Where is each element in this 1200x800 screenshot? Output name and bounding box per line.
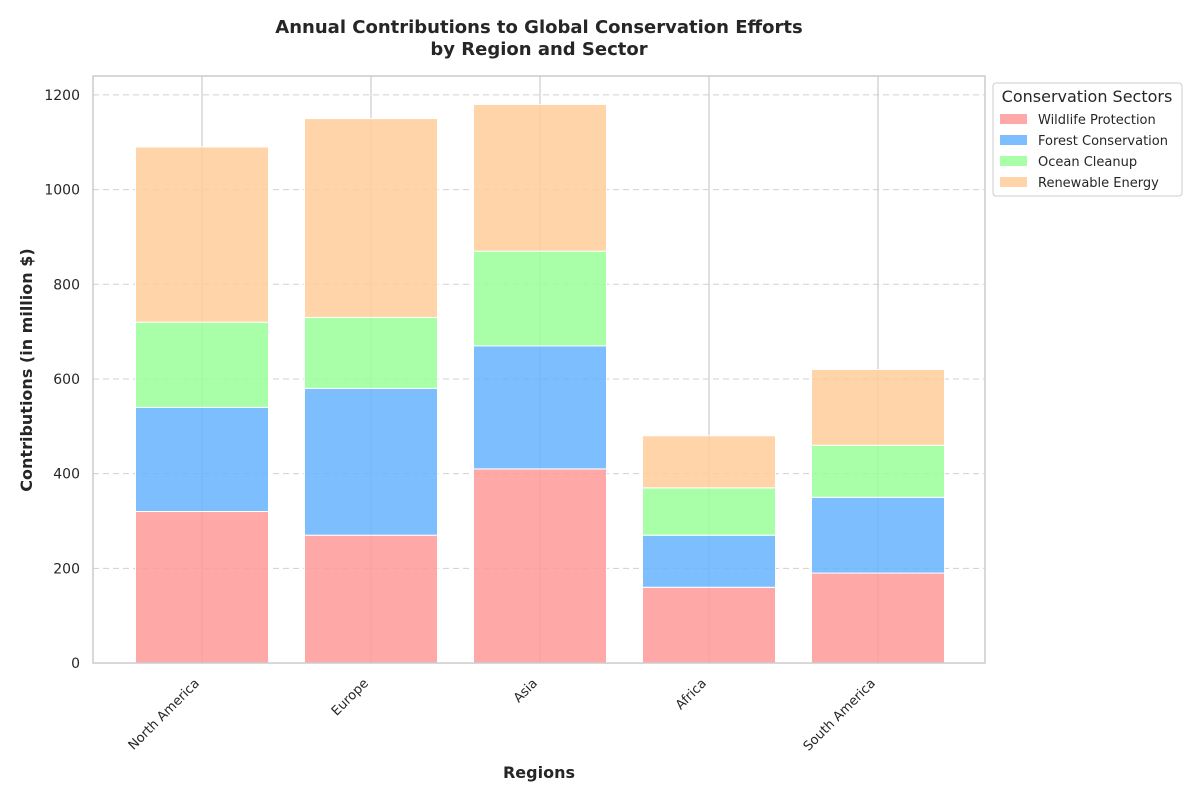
chart-title-line2: by Region and Sector [430,39,647,60]
legend-label: Forest Conservation [1038,134,1168,149]
legend-items: Wildlife Protection Forest Conservation Oc… [1000,113,1168,191]
bar-segment [473,103,607,252]
legend-label: Wildlife Protection [1038,113,1156,128]
bar-segment [642,487,776,536]
bar-segment [642,435,776,489]
y-tick-label: 600 [53,372,80,388]
bar-segment [135,511,269,664]
legend: Conservation Sectors Wildlife Protection… [992,82,1183,197]
bar-segment [473,250,607,347]
legend-swatch [1000,177,1027,187]
y-tick-label: 400 [53,467,80,483]
bar-segment [642,534,776,588]
bar-segment [304,534,438,664]
y-tick-label: 800 [53,277,80,293]
legend-label: Renewable Energy [1038,176,1159,191]
bar-segment [811,496,945,574]
legend-swatch [1000,135,1027,145]
y-tick-labels: 0 200 400 600 800 1000 1200 [44,88,80,672]
chart-title-line1: Annual Contributions to Global Conservat… [275,17,802,38]
plot-frame [92,75,986,664]
bar-segment [473,468,607,664]
bar-segment [811,444,945,498]
bar-segment [304,387,438,536]
bar-segment [304,118,438,318]
bars-layer [135,103,945,664]
bar-segment [135,146,269,323]
y-tick-label: 200 [53,561,80,577]
x-axis-label: Regions [503,763,575,782]
bar-segment [811,369,945,446]
legend-swatch [1000,114,1027,124]
legend-label: Ocean Cleanup [1038,155,1137,170]
y-tick-label: 1200 [44,88,80,104]
bar-segment [135,406,269,513]
bar-segment [811,572,945,664]
legend-box [992,82,1183,197]
bar-segment [304,316,438,389]
y-axis-label: Contributions (in million $) [17,248,36,491]
bar-segment [473,345,607,470]
y-tick-label: 0 [71,656,80,672]
bar-segment [642,586,776,664]
y-tick-label: 1000 [44,183,80,199]
legend-title: Conservation Sectors [1002,87,1173,106]
bar-segment [135,321,269,408]
legend-swatch [1000,156,1027,166]
